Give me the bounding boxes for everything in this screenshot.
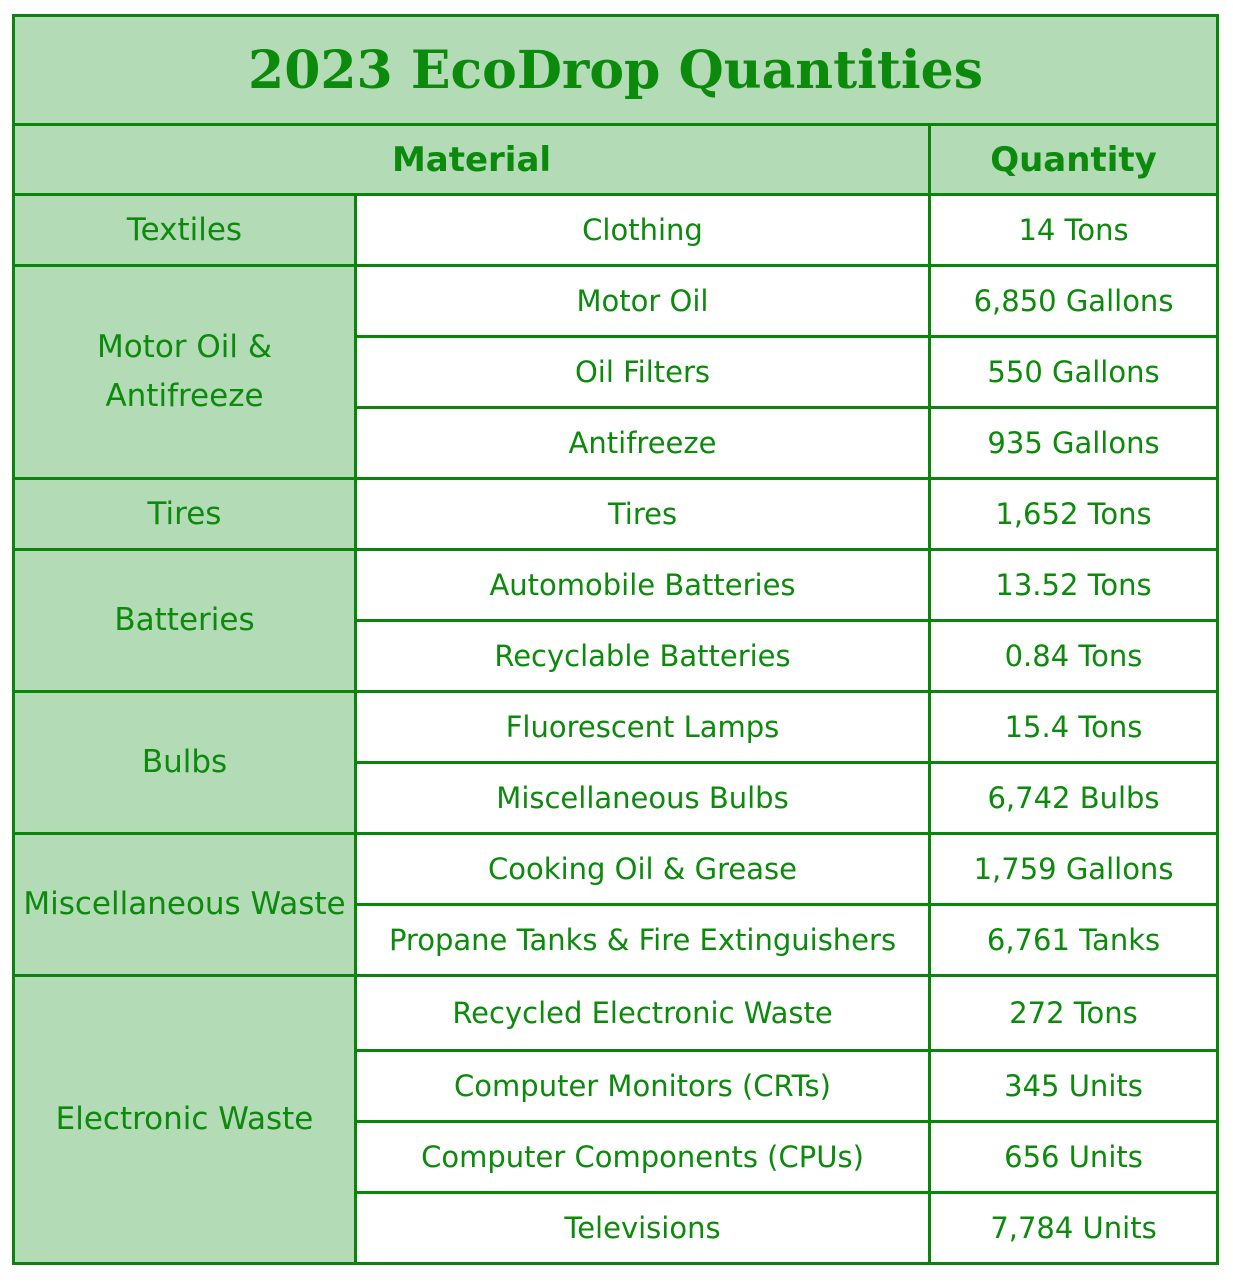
- quantity-cell: 7,784 Units: [927, 1191, 1220, 1265]
- material-cell: Tires: [354, 477, 931, 551]
- table-row: Computer Components (CPUs) 656 Units: [14, 1120, 1220, 1194]
- table-row: Batteries Automobile Batteries 13.52 Ton…: [12, 548, 1220, 693]
- category-cell: Textiles: [12, 193, 357, 267]
- table-row: Tires Tires 1,652 Tons: [12, 477, 1220, 551]
- material-cell: Antifreeze: [354, 406, 931, 480]
- table-row: Electronic Waste Recycled Electronic Was…: [12, 974, 1220, 1265]
- table-row: Recyclable Batteries 0.84 Tons: [14, 619, 1220, 693]
- category-cell: Batteries: [12, 548, 357, 693]
- table-row: Miscellaneous Bulbs 6,742 Bulbs: [14, 761, 1220, 835]
- material-column-header: Material: [12, 123, 931, 196]
- table-row: Miscellaneous Waste Cooking Oil & Grease…: [12, 832, 1220, 977]
- material-cell: Fluorescent Lamps: [354, 690, 931, 764]
- material-cell: Clothing: [354, 193, 931, 267]
- material-cell: Miscellaneous Bulbs: [354, 761, 931, 835]
- material-cell: Automobile Batteries: [354, 548, 931, 622]
- quantity-cell: 345 Units: [927, 1049, 1220, 1123]
- material-cell: Televisions: [354, 1191, 931, 1265]
- category-cell: Miscellaneous Waste: [12, 832, 357, 977]
- quantity-cell: 272 Tons: [927, 974, 1220, 1052]
- recycling-table-container: 2023 EcoDrop Quantities Material Quantit…: [11, 14, 1220, 1265]
- quantity-cell: 656 Units: [927, 1120, 1220, 1194]
- quantity-column-header: Quantity: [927, 123, 1220, 196]
- category-cell: Bulbs: [12, 690, 357, 835]
- quantity-cell: 6,742 Bulbs: [927, 761, 1220, 835]
- ecodrop-quantities-table: 2023 EcoDrop Quantities Material Quantit…: [11, 14, 1220, 1265]
- quantity-cell: 1,652 Tons: [927, 477, 1220, 551]
- table-body: Textiles Clothing 14 Tons Motor Oil & An…: [12, 193, 1220, 1265]
- quantity-cell: 13.52 Tons: [927, 548, 1220, 622]
- quantity-cell: 550 Gallons: [927, 335, 1220, 409]
- material-cell: Computer Monitors (CRTs): [354, 1049, 931, 1123]
- material-cell: Recycled Electronic Waste: [354, 974, 931, 1052]
- material-cell: Propane Tanks & Fire Extinguishers: [354, 903, 931, 977]
- category-cell: Electronic Waste: [12, 974, 357, 1265]
- table-row: Computer Monitors (CRTs) 345 Units: [14, 1049, 1220, 1123]
- category-cell: Tires: [12, 477, 357, 551]
- material-cell: Computer Components (CPUs): [354, 1120, 931, 1194]
- material-cell: Oil Filters: [354, 335, 931, 409]
- quantity-cell: 14 Tons: [927, 193, 1220, 267]
- quantity-cell: 6,761 Tanks: [927, 903, 1220, 977]
- category-cell: Motor Oil & Antifreeze: [12, 264, 357, 480]
- quantity-cell: 6,850 Gallons: [927, 264, 1220, 338]
- quantity-cell: 935 Gallons: [927, 406, 1220, 480]
- quantity-cell: 1,759 Gallons: [927, 832, 1220, 906]
- table-row: Antifreeze 935 Gallons: [14, 406, 1220, 480]
- table-row: Textiles Clothing 14 Tons: [12, 193, 1220, 267]
- quantity-cell: 15.4 Tons: [927, 690, 1220, 764]
- quantity-cell: 0.84 Tons: [927, 619, 1220, 693]
- table-title: 2023 EcoDrop Quantities: [11, 14, 1220, 126]
- material-cell: Cooking Oil & Grease: [354, 832, 931, 906]
- material-cell: Recyclable Batteries: [354, 619, 931, 693]
- material-cell: Motor Oil: [354, 264, 931, 338]
- table-row: Oil Filters 550 Gallons: [14, 335, 1220, 409]
- table-row: Motor Oil & Antifreeze Motor Oil 6,850 G…: [12, 264, 1220, 480]
- table-row: Propane Tanks & Fire Extinguishers 6,761…: [14, 903, 1220, 977]
- table-row: Televisions 7,784 Units: [14, 1191, 1220, 1265]
- table-row: Bulbs Fluorescent Lamps 15.4 Tons: [12, 690, 1220, 835]
